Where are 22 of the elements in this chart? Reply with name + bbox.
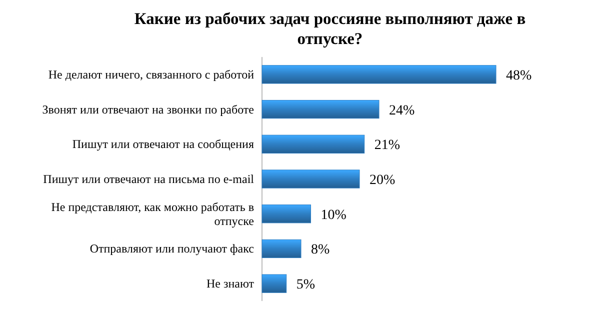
data-label: 8% <box>311 242 330 258</box>
data-label: 20% <box>370 173 396 188</box>
y-tick-label: Пишут или отвечают на сообщения <box>72 137 254 152</box>
y-tick-label: Не представляют, как можно работать в отпуске <box>51 200 254 228</box>
data-label: 10% <box>320 208 347 223</box>
y-tick-label: Не делают ничего, связанного с работой <box>48 67 255 82</box>
bar <box>262 134 365 154</box>
y-tick-label: Отправляют или получают факс <box>90 242 254 256</box>
bar <box>262 65 496 84</box>
y-tick-label: Не знают <box>206 276 255 291</box>
y-tick-label: Пишут или отвечают на письма по e-mail <box>43 172 255 186</box>
chart-title: Какие из рабочих задач россияне выполняют даже в отпуске? <box>134 9 526 48</box>
y-tick-label: Звонят или отвечают на звонки по работе <box>42 102 254 116</box>
data-label: 48% <box>506 68 532 84</box>
data-label: 5% <box>296 278 316 293</box>
data-label: 24% <box>389 103 415 118</box>
bar <box>262 239 302 258</box>
bar <box>262 204 311 224</box>
bar <box>262 170 360 188</box>
data-label: 21% <box>374 138 400 154</box>
bar <box>262 274 287 293</box>
bar <box>262 100 380 119</box>
